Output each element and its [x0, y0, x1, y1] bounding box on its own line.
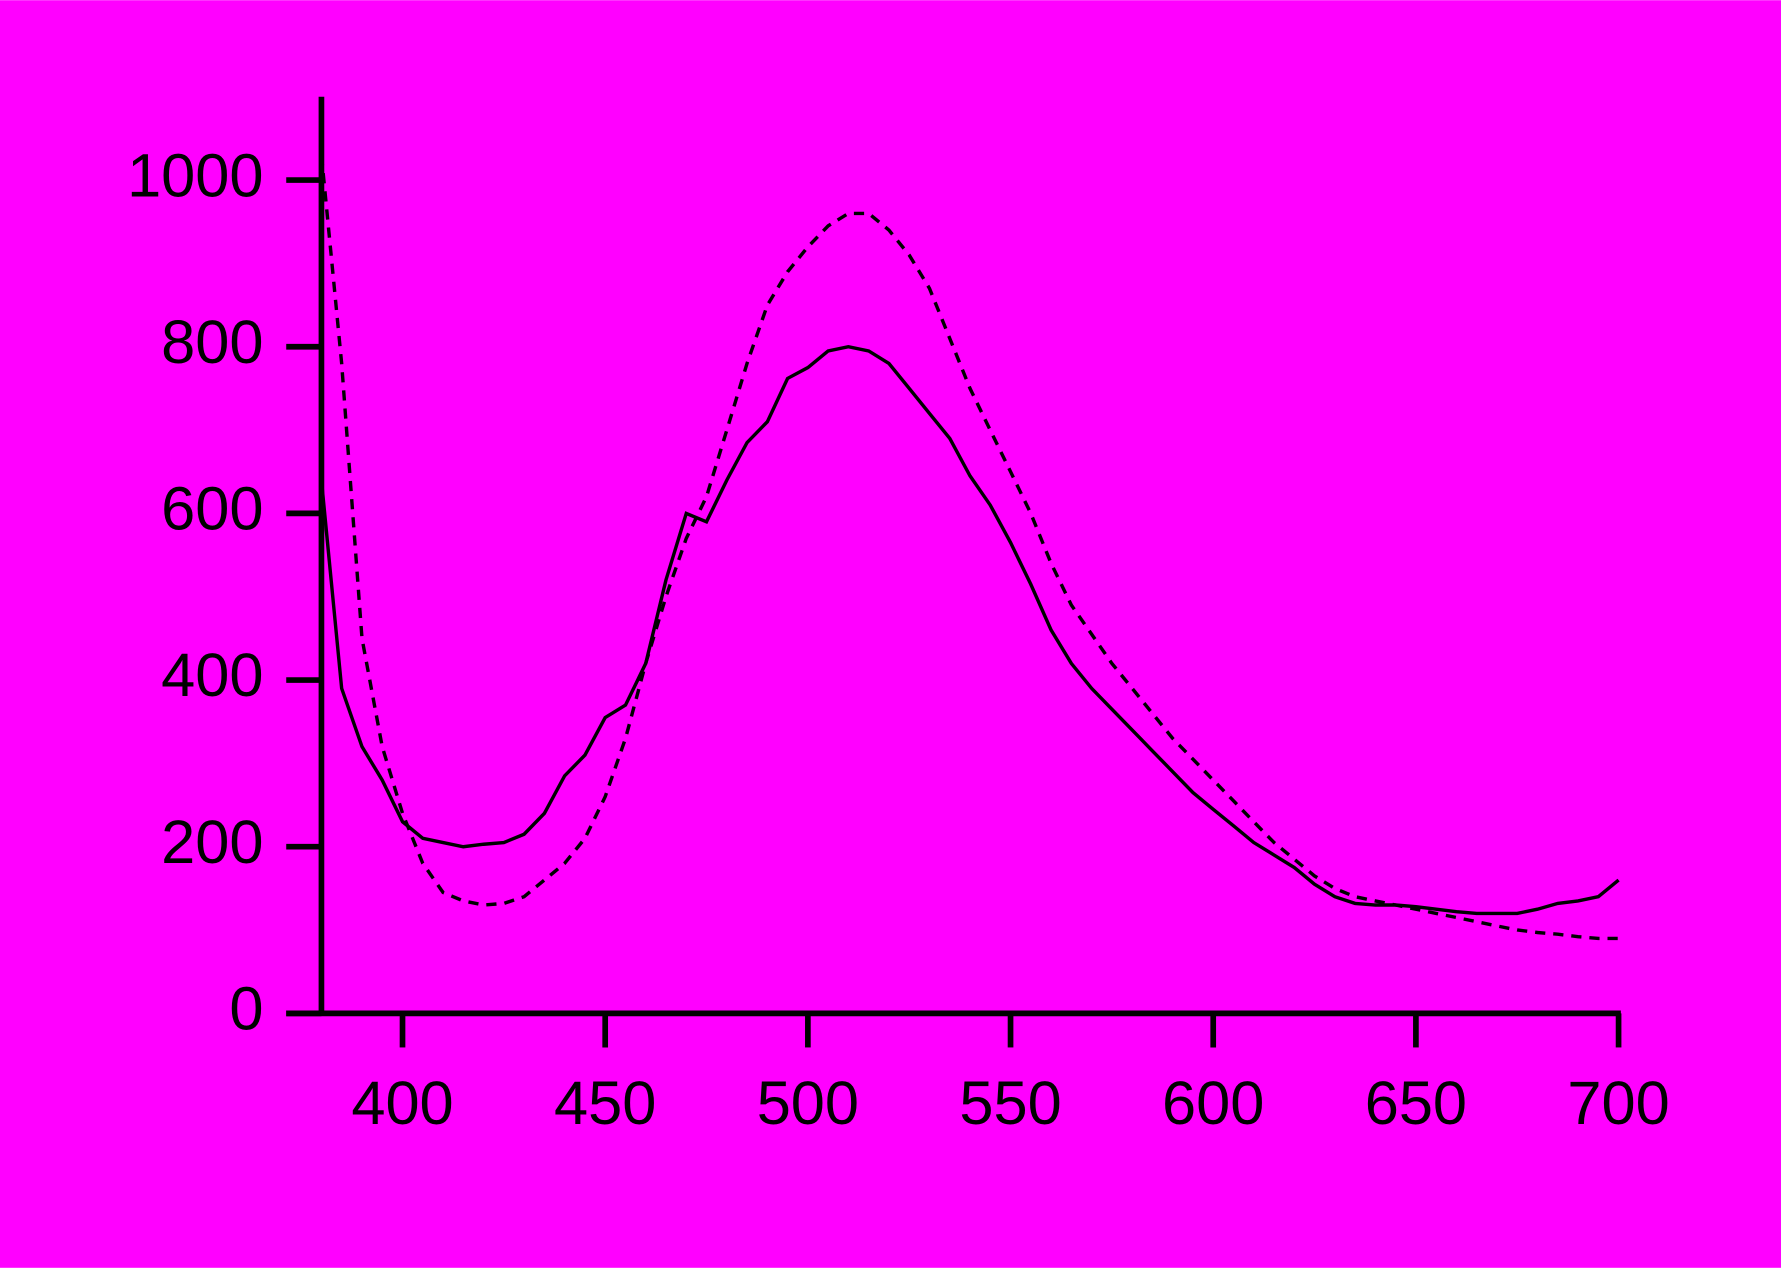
y-tick-label: 200	[161, 807, 263, 876]
y-tick-label: 1000	[127, 140, 263, 209]
x-tick-label: 550	[959, 1068, 1061, 1137]
x-tick-label: 700	[1567, 1068, 1669, 1137]
y-tick-label: 0	[229, 974, 263, 1043]
x-tick-label: 650	[1365, 1068, 1467, 1137]
x-tick-label: 600	[1162, 1068, 1264, 1137]
y-tick-label: 800	[161, 307, 263, 376]
x-tick-label: 400	[351, 1068, 453, 1137]
x-tick-label: 500	[757, 1068, 859, 1137]
y-tick-label: 600	[161, 474, 263, 543]
x-tick-label: 450	[554, 1068, 656, 1137]
data-line	[319, 154, 1619, 941]
y-tick-label: 400	[161, 640, 263, 709]
